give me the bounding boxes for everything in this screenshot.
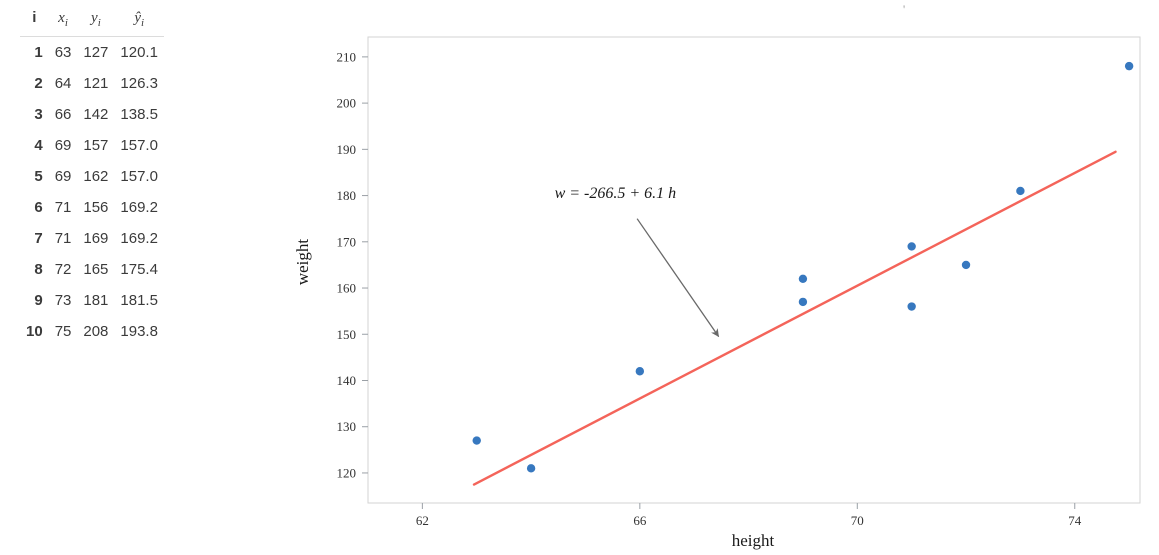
table-cell: 72 [54, 261, 72, 278]
y-tick-label: 180 [337, 188, 357, 203]
row-index-cell: 2 [34, 75, 43, 92]
table-cell: 157 [83, 137, 109, 154]
y-tick-label: 170 [337, 234, 357, 249]
table-row: 9 73 181 181.5 [20, 285, 164, 316]
table-cell: 162 [83, 168, 109, 185]
data-point [1124, 61, 1134, 71]
y-tick-label: 190 [337, 142, 357, 157]
row-index-cell: 5 [34, 168, 43, 185]
table-cell: 64 [54, 75, 72, 92]
y-tick-label: 210 [337, 49, 357, 64]
regression-data-table: i xi yi ŷi 1 63 127 120.1 2 64 121 126.3 3 66 142 1… [20, 6, 164, 347]
y-tick-label: 140 [337, 373, 357, 388]
regression-line [472, 150, 1117, 486]
table-header-row: i xi yi ŷi [20, 6, 164, 37]
row-index-cell: 4 [34, 137, 43, 154]
data-point [798, 297, 808, 307]
row-index-cell: 3 [34, 106, 43, 123]
table-cell: 71 [54, 230, 72, 247]
table-cell: 75 [54, 323, 72, 340]
data-point [635, 367, 645, 376]
table-cell: 121 [83, 75, 109, 92]
y-axis-label: weight [293, 239, 312, 286]
table-cell: 169 [83, 230, 109, 247]
table-cell: 66 [54, 106, 72, 123]
table-cell: 181.5 [120, 292, 158, 309]
data-point [526, 464, 536, 473]
table-cell: 69 [54, 137, 72, 154]
annotation-arrow [636, 218, 720, 337]
x-tick-label: 62 [416, 513, 429, 528]
row-index-cell: 6 [34, 199, 43, 216]
row-index-cell: 7 [34, 230, 43, 247]
column-header-x: xi [48, 6, 78, 37]
table-cell: 157.0 [120, 137, 158, 154]
column-header-subscript: i [140, 17, 145, 29]
column-header-y: yi [77, 6, 115, 37]
table-cell: 169.2 [120, 199, 158, 216]
table-cell: 73 [54, 292, 72, 309]
y-tick-label: 150 [337, 327, 357, 342]
data-point [907, 242, 916, 251]
row-index-cell: 10 [26, 323, 43, 340]
data-point [961, 260, 971, 270]
table-cell: 127 [83, 44, 109, 61]
x-tick-label: 70 [851, 513, 864, 528]
data-point [907, 302, 916, 311]
table-row: 5 69 162 157.0 [20, 161, 164, 192]
y-tick-label: 200 [337, 96, 357, 111]
table-row: 7 71 169 169.2 [20, 223, 164, 254]
table-cell: 169.2 [120, 230, 158, 247]
table-cell: 138.5 [120, 106, 158, 123]
table-body: 1 63 127 120.1 2 64 121 126.3 3 66 142 138.5 4 69 157 1… [20, 37, 164, 348]
column-header-subscript: i [64, 17, 68, 29]
table-cell: 126.3 [120, 75, 158, 92]
table-row: 1 63 127 120.1 [20, 37, 164, 69]
y-tick-label: 120 [337, 465, 357, 480]
table-cell: 193.8 [120, 323, 158, 340]
table-row: 10 75 208 193.8 [20, 316, 164, 347]
table-row: 8 72 165 175.4 [20, 254, 164, 285]
table-cell: 63 [54, 44, 72, 61]
table-cell: 208 [83, 323, 109, 340]
table-row: 2 64 121 126.3 [20, 68, 164, 99]
y-tick-label: 130 [337, 419, 357, 434]
column-header-label: i [32, 9, 37, 26]
table-cell: 69 [54, 168, 72, 185]
table-cell: 175.4 [120, 261, 158, 278]
table-header: i xi yi ŷi [20, 6, 164, 37]
column-header-subscript: i [97, 17, 101, 29]
table-row: 3 66 142 138.5 [20, 99, 164, 130]
x-axis-label: height [732, 531, 775, 550]
y-tick-label: 160 [337, 281, 357, 296]
column-header-label: x [58, 10, 65, 26]
x-tick-label: 74 [1068, 513, 1082, 528]
table-row: 4 69 157 157.0 [20, 130, 164, 161]
row-index-cell: 8 [34, 261, 43, 278]
table-cell: 156 [83, 199, 109, 216]
x-tick-label: 66 [633, 513, 647, 528]
column-header-yhat: ŷi [114, 6, 164, 37]
table-cell: 157.0 [120, 168, 158, 185]
column-header-i: i [20, 6, 49, 37]
column-header-label: ŷ [134, 10, 141, 26]
table-cell: 120.1 [120, 44, 158, 61]
stray-mark: ' [903, 2, 906, 16]
table-row: 6 71 156 169.2 [20, 192, 164, 223]
table-cell: 71 [54, 199, 72, 216]
regression-equation-label: w = -266.5 + 6.1 h [555, 185, 677, 202]
table-cell: 181 [83, 292, 109, 309]
plot-border [367, 36, 1141, 504]
data-point [472, 436, 481, 445]
table-cell: 165 [83, 261, 109, 278]
column-header-label: y [91, 10, 98, 26]
table-cell: 142 [83, 106, 109, 123]
row-index-cell: 9 [34, 292, 43, 309]
data-point [1016, 186, 1025, 196]
row-index-cell: 1 [34, 44, 43, 61]
data-point [798, 274, 808, 283]
